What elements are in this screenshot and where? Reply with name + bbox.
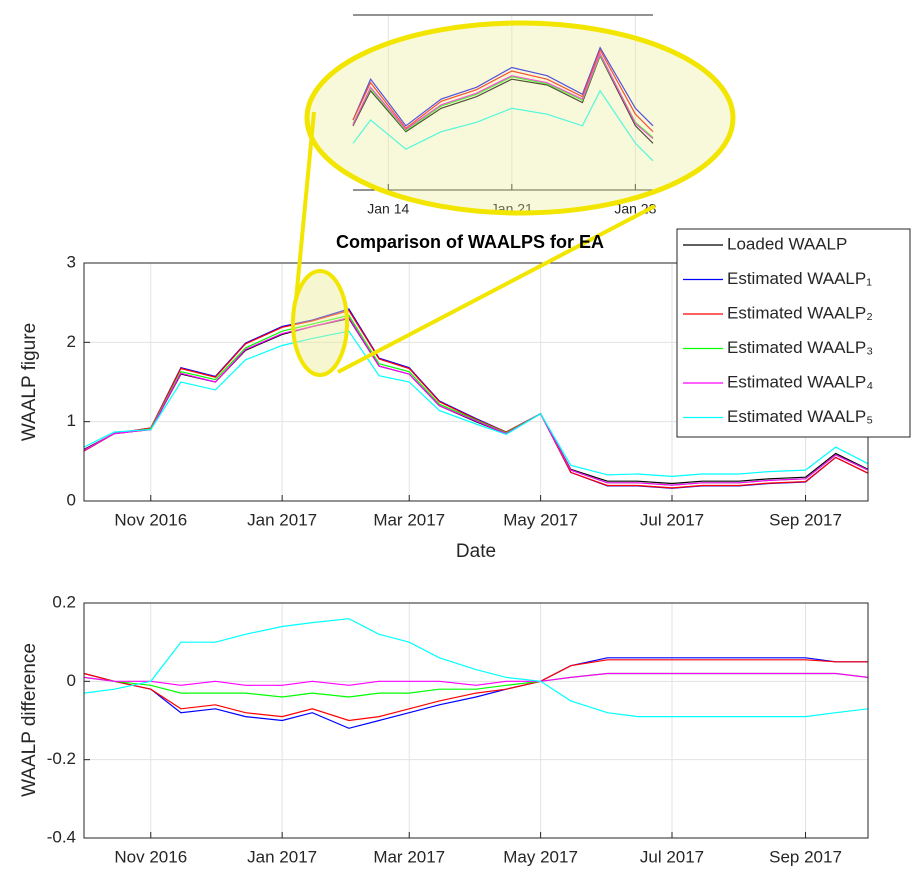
legend-label: Estimated WAALP₁ — [727, 269, 872, 288]
x-tick-label: Jul 2017 — [640, 510, 704, 529]
series-line — [352, 52, 654, 140]
zoom-connector — [294, 111, 316, 301]
plot-area — [84, 603, 868, 838]
y-tick-label: -0.4 — [47, 827, 76, 846]
zoom-region — [291, 269, 349, 377]
y-tick-label: 0.2 — [52, 592, 76, 611]
chart-title: Comparison of WAALPS for EA — [336, 232, 604, 252]
x-tick-label: May 2017 — [503, 847, 578, 866]
legend-box — [676, 228, 911, 438]
legend-label: Loaded WAALP — [727, 234, 847, 253]
x-tick-label: Jul 2017 — [640, 847, 704, 866]
x-tick-label: Nov 2016 — [114, 847, 187, 866]
series-line — [352, 54, 654, 144]
series-line — [83, 657, 868, 729]
x-tick-label: Jan 2017 — [247, 510, 317, 529]
x-tick-label: Nov 2016 — [114, 510, 187, 529]
series-line — [83, 317, 869, 486]
series-line — [83, 672, 869, 686]
series-line — [83, 309, 869, 489]
legend-label: Estimated WAALP₃ — [727, 338, 873, 357]
legend-label: Estimated WAALP₄ — [727, 372, 873, 391]
series-line — [352, 46, 654, 127]
y-axis-label: WAALP figure — [19, 323, 40, 441]
series-line — [352, 89, 654, 162]
zoom-lens — [304, 20, 736, 216]
y-tick-label: 0 — [67, 671, 76, 690]
series-line — [83, 659, 868, 722]
x-tick-label: Jan 2017 — [247, 847, 317, 866]
y-tick-label: 3 — [67, 252, 76, 271]
x-tick-label: Mar 2017 — [373, 510, 445, 529]
y-tick-label: 2 — [67, 332, 76, 351]
x-tick-label: Sep 2017 — [769, 510, 842, 529]
y-tick-label: 1 — [67, 411, 76, 430]
y-tick-label: 0 — [67, 490, 76, 509]
x-tick-label: Sep 2017 — [769, 847, 842, 866]
series-line — [83, 330, 869, 478]
x-tick-label: Mar 2017 — [373, 847, 445, 866]
series-line — [352, 48, 654, 133]
legend-label: Estimated WAALP₂ — [727, 303, 873, 322]
axes-frame — [83, 602, 869, 839]
y-tick-label: -0.2 — [47, 749, 76, 768]
x-axis-label: Date — [456, 541, 496, 562]
x-tick-label: May 2017 — [503, 510, 578, 529]
x-tick-label: Jan 14 — [367, 201, 409, 217]
series-line — [83, 618, 869, 718]
zoom-connector — [337, 204, 656, 374]
legend-label: Estimated WAALP₅ — [727, 407, 873, 426]
y-axis-label: WAALP difference — [19, 643, 40, 797]
